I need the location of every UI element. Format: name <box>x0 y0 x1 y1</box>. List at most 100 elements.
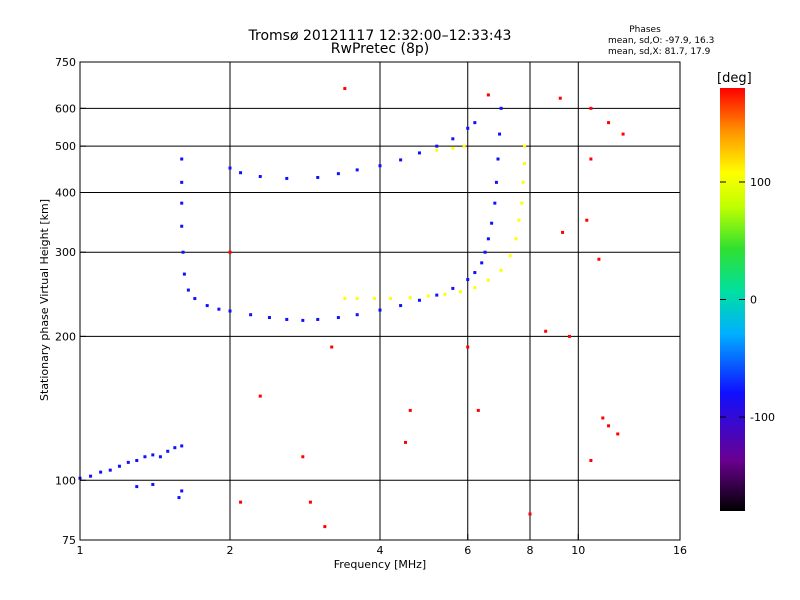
data-point <box>486 237 490 241</box>
chart-title: Tromsø 20121117 12:32:00–12:33:43 <box>248 28 512 44</box>
data-point <box>373 297 377 301</box>
data-point <box>99 470 103 474</box>
data-point <box>323 525 327 529</box>
x-tick-label: 6 <box>464 544 471 557</box>
data-point <box>316 175 320 179</box>
data-point <box>180 489 184 493</box>
data-point <box>180 201 184 205</box>
data-point <box>417 298 421 302</box>
data-point <box>193 297 197 301</box>
data-point <box>558 96 562 100</box>
data-point <box>466 126 470 130</box>
x-axis-label: Frequency [MHz] <box>334 558 426 571</box>
data-point <box>217 307 221 311</box>
data-point <box>508 254 512 258</box>
x-tick-label: 4 <box>377 544 384 557</box>
y-tick-label: 750 <box>55 56 76 69</box>
data-point <box>301 455 305 459</box>
x-tick-label: 8 <box>527 544 534 557</box>
grid-lines <box>80 62 680 540</box>
colorbar-tick-label: 100 <box>750 176 771 189</box>
data-point <box>585 218 589 222</box>
data-point <box>607 121 611 125</box>
data-point <box>403 440 407 444</box>
data-point <box>480 261 484 265</box>
data-point <box>493 201 497 205</box>
data-point <box>451 137 455 141</box>
colorbar-label: [deg] <box>717 71 752 86</box>
data-point <box>514 237 518 241</box>
data-point <box>89 474 93 478</box>
data-point <box>499 268 503 272</box>
data-point <box>330 345 334 349</box>
data-point <box>258 175 262 179</box>
data-point <box>498 132 502 136</box>
data-point <box>343 297 347 301</box>
x-tick-label: 10 <box>571 544 585 557</box>
data-point <box>621 132 625 136</box>
colorbar-ticks: 100 0 -100 <box>720 176 775 424</box>
x-tick-label: 1 <box>77 544 84 557</box>
data-point <box>443 292 447 296</box>
data-point <box>228 166 232 170</box>
data-point <box>408 296 412 300</box>
data-point <box>451 146 455 150</box>
colorbar-tick-label: 0 <box>750 294 757 307</box>
data-point <box>308 500 312 504</box>
data-point <box>458 290 462 294</box>
data-point <box>158 455 162 459</box>
data-point <box>316 317 320 321</box>
axis-ticks: 1 2 4 6 8 10 16 75 100 200 300 400 500 600 750 <box>55 56 687 557</box>
data-point <box>589 106 593 110</box>
data-point <box>567 334 571 338</box>
data-point <box>486 93 490 97</box>
data-point <box>462 144 466 148</box>
phases-mean-o: mean, sd,O: -97.9, 16.3 <box>608 36 714 46</box>
data-point <box>228 309 232 313</box>
data-point <box>126 460 130 464</box>
data-point <box>523 144 527 148</box>
x-tick-label: 16 <box>673 544 687 557</box>
data-point <box>544 329 548 333</box>
data-point <box>399 158 403 162</box>
data-point <box>135 485 139 489</box>
data-point <box>117 464 121 468</box>
data-point <box>182 272 186 276</box>
data-point <box>389 297 393 301</box>
y-tick-label: 200 <box>55 330 76 343</box>
colorbar-tick-label: -100 <box>750 411 775 424</box>
data-point <box>408 408 412 412</box>
data-point <box>143 455 147 459</box>
data-point <box>205 304 209 308</box>
data-point <box>486 278 490 282</box>
data-point <box>378 308 382 312</box>
data-point <box>561 230 565 234</box>
data-point <box>435 148 439 152</box>
data-point <box>355 297 359 301</box>
x-tick-label: 2 <box>227 544 234 557</box>
phases-heading: Phases <box>629 25 661 35</box>
data-point <box>180 180 184 184</box>
data-point <box>186 288 190 292</box>
y-tick-label: 500 <box>55 140 76 153</box>
data-point <box>589 157 593 161</box>
data-point <box>435 144 439 148</box>
data-point <box>521 180 525 184</box>
data-point <box>473 271 477 275</box>
data-point <box>336 316 340 320</box>
y-axis-label: Stationary phase Virtual Height [km] <box>38 199 51 401</box>
data-point <box>228 250 232 254</box>
data-point <box>378 164 382 168</box>
data-point <box>399 304 403 308</box>
data-point <box>108 468 112 472</box>
data-point <box>285 176 289 180</box>
data-point <box>466 345 470 349</box>
data-point <box>181 250 185 254</box>
data-point <box>466 278 470 282</box>
data-point <box>589 458 593 462</box>
data-point <box>520 201 524 205</box>
y-tick-label: 100 <box>55 474 76 487</box>
phases-mean-x: mean, sd,X: 81.7, 17.9 <box>608 47 711 57</box>
data-point <box>597 257 601 261</box>
chart-subtitle: RwPretec (8p) <box>331 41 429 57</box>
